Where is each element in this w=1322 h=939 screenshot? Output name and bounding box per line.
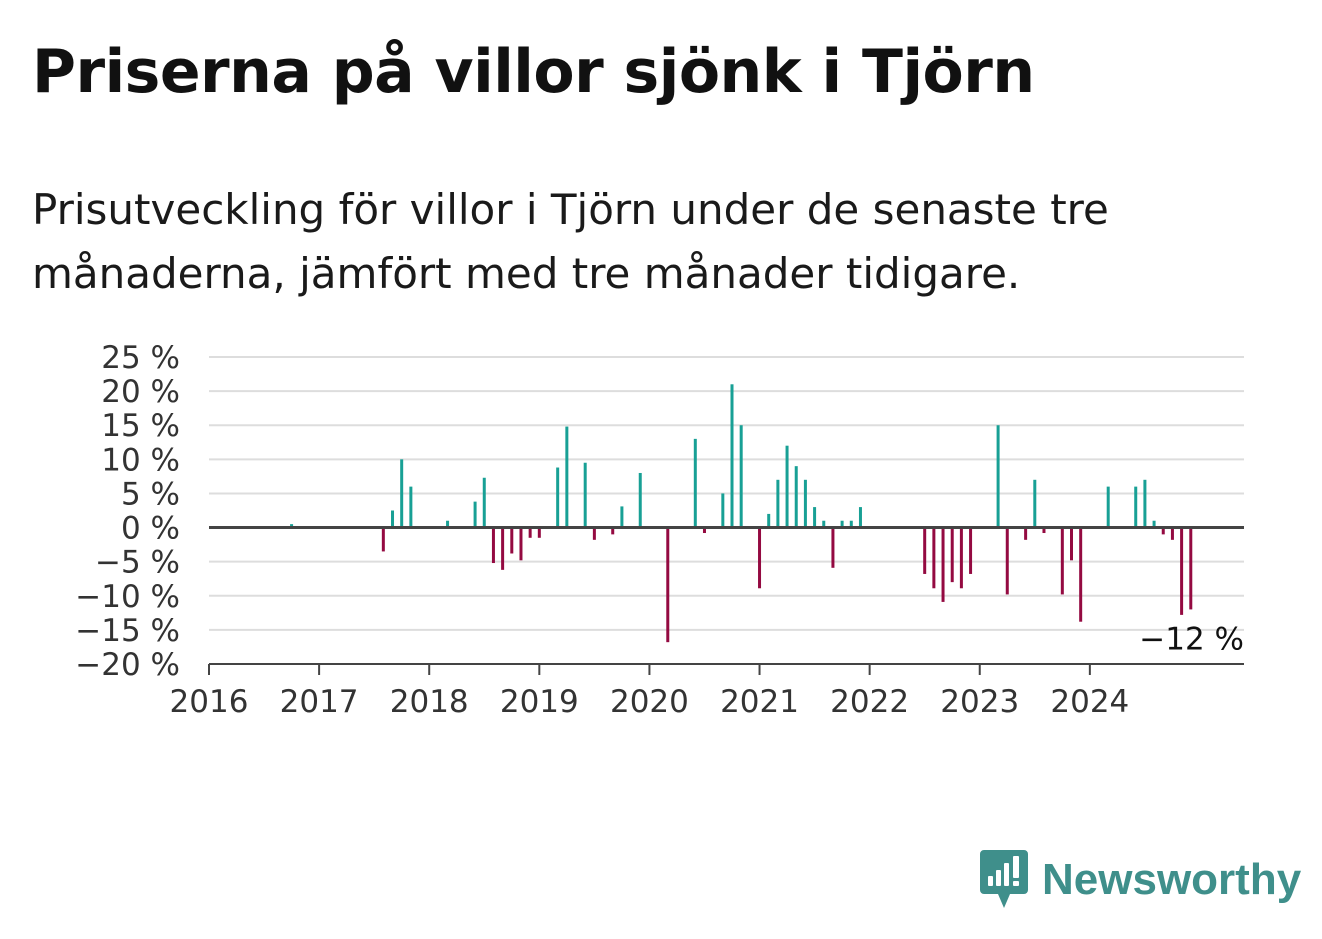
- y-tick-label: 25 %: [101, 340, 180, 376]
- bar: [1005, 527, 1009, 595]
- x-tick-label: 2019: [500, 684, 579, 720]
- bar: [803, 479, 807, 528]
- bar: [583, 462, 587, 528]
- bar: [391, 510, 395, 528]
- bar: [638, 472, 642, 528]
- y-tick-label: −10 %: [75, 579, 180, 615]
- bar: [1106, 486, 1110, 528]
- x-tick-label: 2023: [940, 684, 1019, 720]
- bar: [556, 467, 560, 528]
- chart-subtitle: Prisutveckling för villor i Tjörn under …: [32, 185, 1109, 298]
- last-value-label: −12 %: [1139, 621, 1244, 657]
- y-tick-label: 5 %: [121, 476, 180, 512]
- bar: [721, 493, 725, 528]
- bar: [849, 520, 853, 528]
- axes: [208, 526, 1244, 675]
- bar-chart: 25 %20 %15 %10 %5 %0 %−5 %−10 %−15 %−20 …: [75, 340, 1244, 720]
- bar: [758, 527, 762, 589]
- y-axis-labels: 25 %20 %15 %10 %5 %0 %−5 %−10 %−15 %−20 …: [75, 340, 180, 683]
- bar: [840, 520, 844, 528]
- bar: [537, 527, 541, 538]
- bar: [1161, 527, 1165, 535]
- bar: [290, 524, 294, 528]
- bar: [1170, 527, 1174, 540]
- bar: [400, 459, 404, 528]
- y-tick-label: 0 %: [121, 511, 180, 547]
- bar: [620, 506, 624, 528]
- bar: [996, 425, 1000, 528]
- x-tick-label: 2017: [280, 684, 359, 720]
- bar: [950, 527, 954, 583]
- bar: [519, 527, 523, 561]
- bar: [941, 527, 945, 602]
- chart-title: Priserna på villor sjönk i Tjörn: [32, 37, 1035, 107]
- bar: [1070, 527, 1073, 561]
- bar: [969, 527, 973, 574]
- bar: [1134, 486, 1138, 528]
- bar: [473, 501, 477, 528]
- newsworthy-logo-icon: [980, 850, 1028, 908]
- bar: [776, 479, 780, 528]
- bar: [381, 527, 385, 552]
- bar: [1143, 479, 1147, 528]
- bar: [409, 486, 413, 528]
- bar: [592, 527, 596, 540]
- bar: [446, 520, 450, 528]
- y-tick-label: 20 %: [101, 374, 180, 410]
- bar: [858, 507, 862, 528]
- bar: [702, 527, 706, 534]
- gridlines: [209, 356, 1244, 631]
- bar: [1060, 527, 1064, 595]
- y-tick-label: −20 %: [75, 647, 180, 683]
- bar: [510, 527, 514, 554]
- bar: [611, 527, 615, 535]
- bar: [785, 445, 789, 528]
- bar: [482, 477, 486, 528]
- bar: [1180, 527, 1184, 615]
- bar: [528, 527, 532, 538]
- bar: [565, 426, 569, 528]
- bar: [813, 507, 817, 528]
- bar: [1042, 527, 1046, 534]
- bar: [739, 425, 743, 528]
- bar: [767, 513, 771, 528]
- bar: [1033, 479, 1037, 528]
- x-tick-label: 2022: [830, 684, 909, 720]
- bar: [831, 527, 835, 568]
- y-tick-label: 15 %: [101, 408, 180, 444]
- bar: [923, 527, 927, 574]
- bar: [794, 466, 798, 528]
- bar: [1024, 527, 1028, 540]
- x-tick-label: 2020: [610, 684, 689, 720]
- bar: [501, 527, 505, 570]
- bar: [959, 527, 963, 589]
- brand-name: Newsworthy: [1042, 855, 1302, 904]
- y-tick-label: −15 %: [75, 613, 180, 649]
- bar: [1079, 527, 1083, 622]
- bar: [666, 527, 670, 643]
- bar: [1189, 527, 1193, 610]
- y-tick-label: −5 %: [95, 545, 180, 581]
- x-tick-label: 2024: [1050, 684, 1129, 720]
- x-tick-label: 2018: [390, 684, 469, 720]
- bars: [290, 384, 1193, 643]
- bar: [1152, 520, 1156, 528]
- bar: [491, 527, 495, 564]
- brand-logo: Newsworthy: [980, 848, 1301, 912]
- y-tick-label: 10 %: [101, 442, 180, 478]
- bar: [822, 520, 826, 528]
- x-tick-label: 2016: [170, 684, 249, 720]
- bar: [730, 384, 734, 528]
- x-axis-labels: 2016 2017 2018 2019 2020 2021 2022 2023 2024: [170, 684, 1130, 720]
- bar: [932, 527, 936, 589]
- x-tick-label: 2021: [720, 684, 799, 720]
- bar: [693, 438, 697, 528]
